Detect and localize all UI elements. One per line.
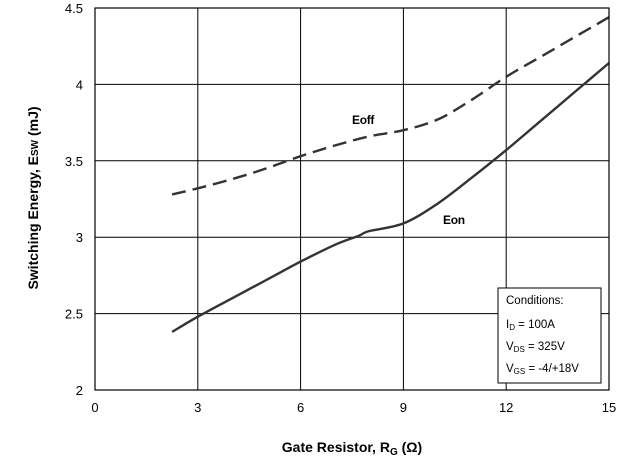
series-label-eon: Eon bbox=[443, 213, 465, 227]
x-tick-label: 6 bbox=[297, 400, 304, 415]
x-tick-label: 9 bbox=[400, 400, 407, 415]
x-tick-label: 3 bbox=[194, 400, 201, 415]
x-axis-title: Gate Resistor, RG (Ω) bbox=[282, 439, 422, 458]
conditions-box: Conditions: ID = 100A VDS = 325V VGS = -… bbox=[497, 287, 602, 384]
y-tick-label: 2 bbox=[76, 383, 83, 398]
y-tick-label: 3.5 bbox=[65, 154, 83, 169]
tick-labels: 0 3 6 9 12 15 2 2.5 3 3.5 4 4.5 bbox=[65, 1, 616, 415]
y-axis-title: Switching Energy, ESW (mJ) bbox=[25, 106, 41, 289]
condition-id: ID = 100A bbox=[506, 319, 555, 332]
condition-vgs: VGS = -4/+18V bbox=[506, 363, 579, 376]
series-label-eoff: Eoff bbox=[352, 113, 375, 127]
x-tick-label: 15 bbox=[602, 400, 616, 415]
x-tick-label: 0 bbox=[91, 400, 98, 415]
series-line-eoff bbox=[171, 16, 610, 196]
y-tick-label: 3 bbox=[76, 230, 83, 245]
series-line-eon bbox=[171, 62, 610, 333]
condition-vds: VDS = 325V bbox=[506, 341, 565, 354]
x-tick-label: 12 bbox=[499, 400, 513, 415]
plot-area-frame bbox=[94, 7, 610, 391]
y-tick-label: 4 bbox=[76, 77, 83, 92]
conditions-title: Conditions: bbox=[506, 295, 564, 307]
series-lines bbox=[171, 16, 610, 333]
y-tick-label: 2.5 bbox=[65, 307, 83, 322]
y-tick-label: 4.5 bbox=[65, 1, 83, 16]
